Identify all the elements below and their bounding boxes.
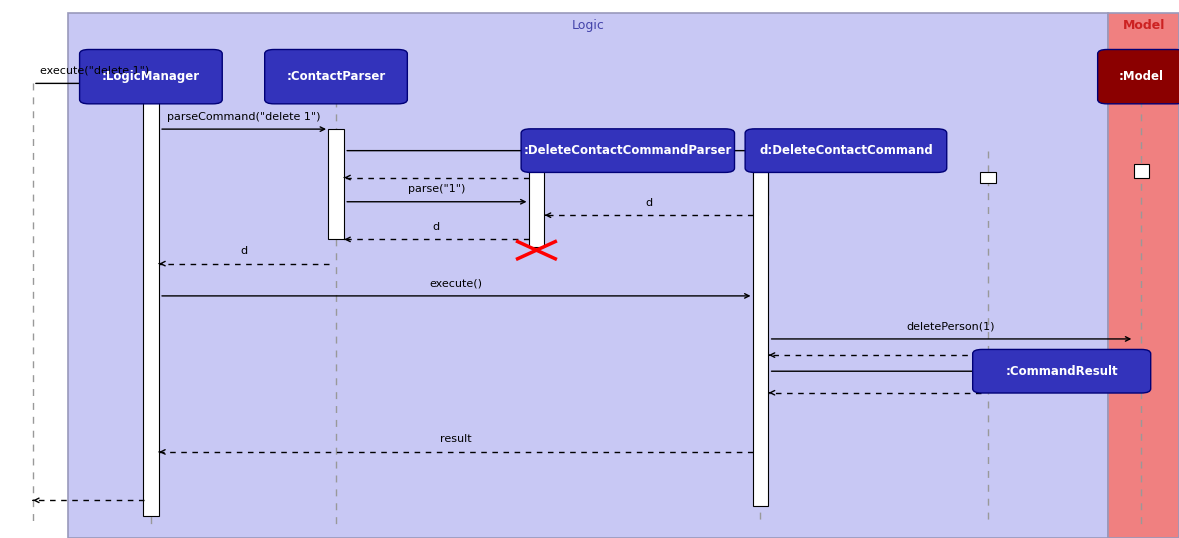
Text: Model: Model — [1122, 19, 1165, 32]
Bar — [328, 129, 343, 239]
Bar — [68, 13, 1108, 538]
Bar — [752, 148, 769, 215]
Bar — [980, 172, 995, 183]
Text: Logic: Logic — [572, 19, 605, 32]
Text: d: d — [433, 222, 440, 232]
FancyBboxPatch shape — [79, 49, 222, 104]
Text: parse("1"): parse("1") — [408, 184, 465, 194]
Text: :LogicManager: :LogicManager — [101, 70, 200, 83]
Text: deletePerson(1): deletePerson(1) — [907, 321, 995, 331]
Text: d: d — [239, 246, 248, 256]
Text: result: result — [440, 434, 472, 444]
Text: execute(): execute() — [429, 278, 482, 288]
FancyBboxPatch shape — [745, 129, 947, 173]
Bar — [143, 83, 158, 516]
Bar — [752, 172, 769, 506]
Text: d:DeleteContactCommand: d:DeleteContactCommand — [759, 144, 933, 157]
Bar — [528, 129, 544, 247]
Text: execute("delete 1"): execute("delete 1") — [40, 66, 149, 76]
Text: :ContactParser: :ContactParser — [286, 70, 386, 83]
Text: d: d — [645, 197, 652, 208]
Bar — [1108, 13, 1179, 538]
Text: parseCommand("delete 1"): parseCommand("delete 1") — [166, 111, 321, 122]
Text: :Model: :Model — [1119, 70, 1164, 83]
FancyBboxPatch shape — [1098, 49, 1179, 104]
Bar — [1133, 164, 1148, 178]
FancyBboxPatch shape — [521, 129, 735, 173]
Text: :CommandResult: :CommandResult — [1006, 365, 1118, 378]
FancyBboxPatch shape — [973, 350, 1151, 393]
Text: :DeleteContactCommandParser: :DeleteContactCommandParser — [523, 144, 732, 157]
FancyBboxPatch shape — [264, 49, 407, 104]
